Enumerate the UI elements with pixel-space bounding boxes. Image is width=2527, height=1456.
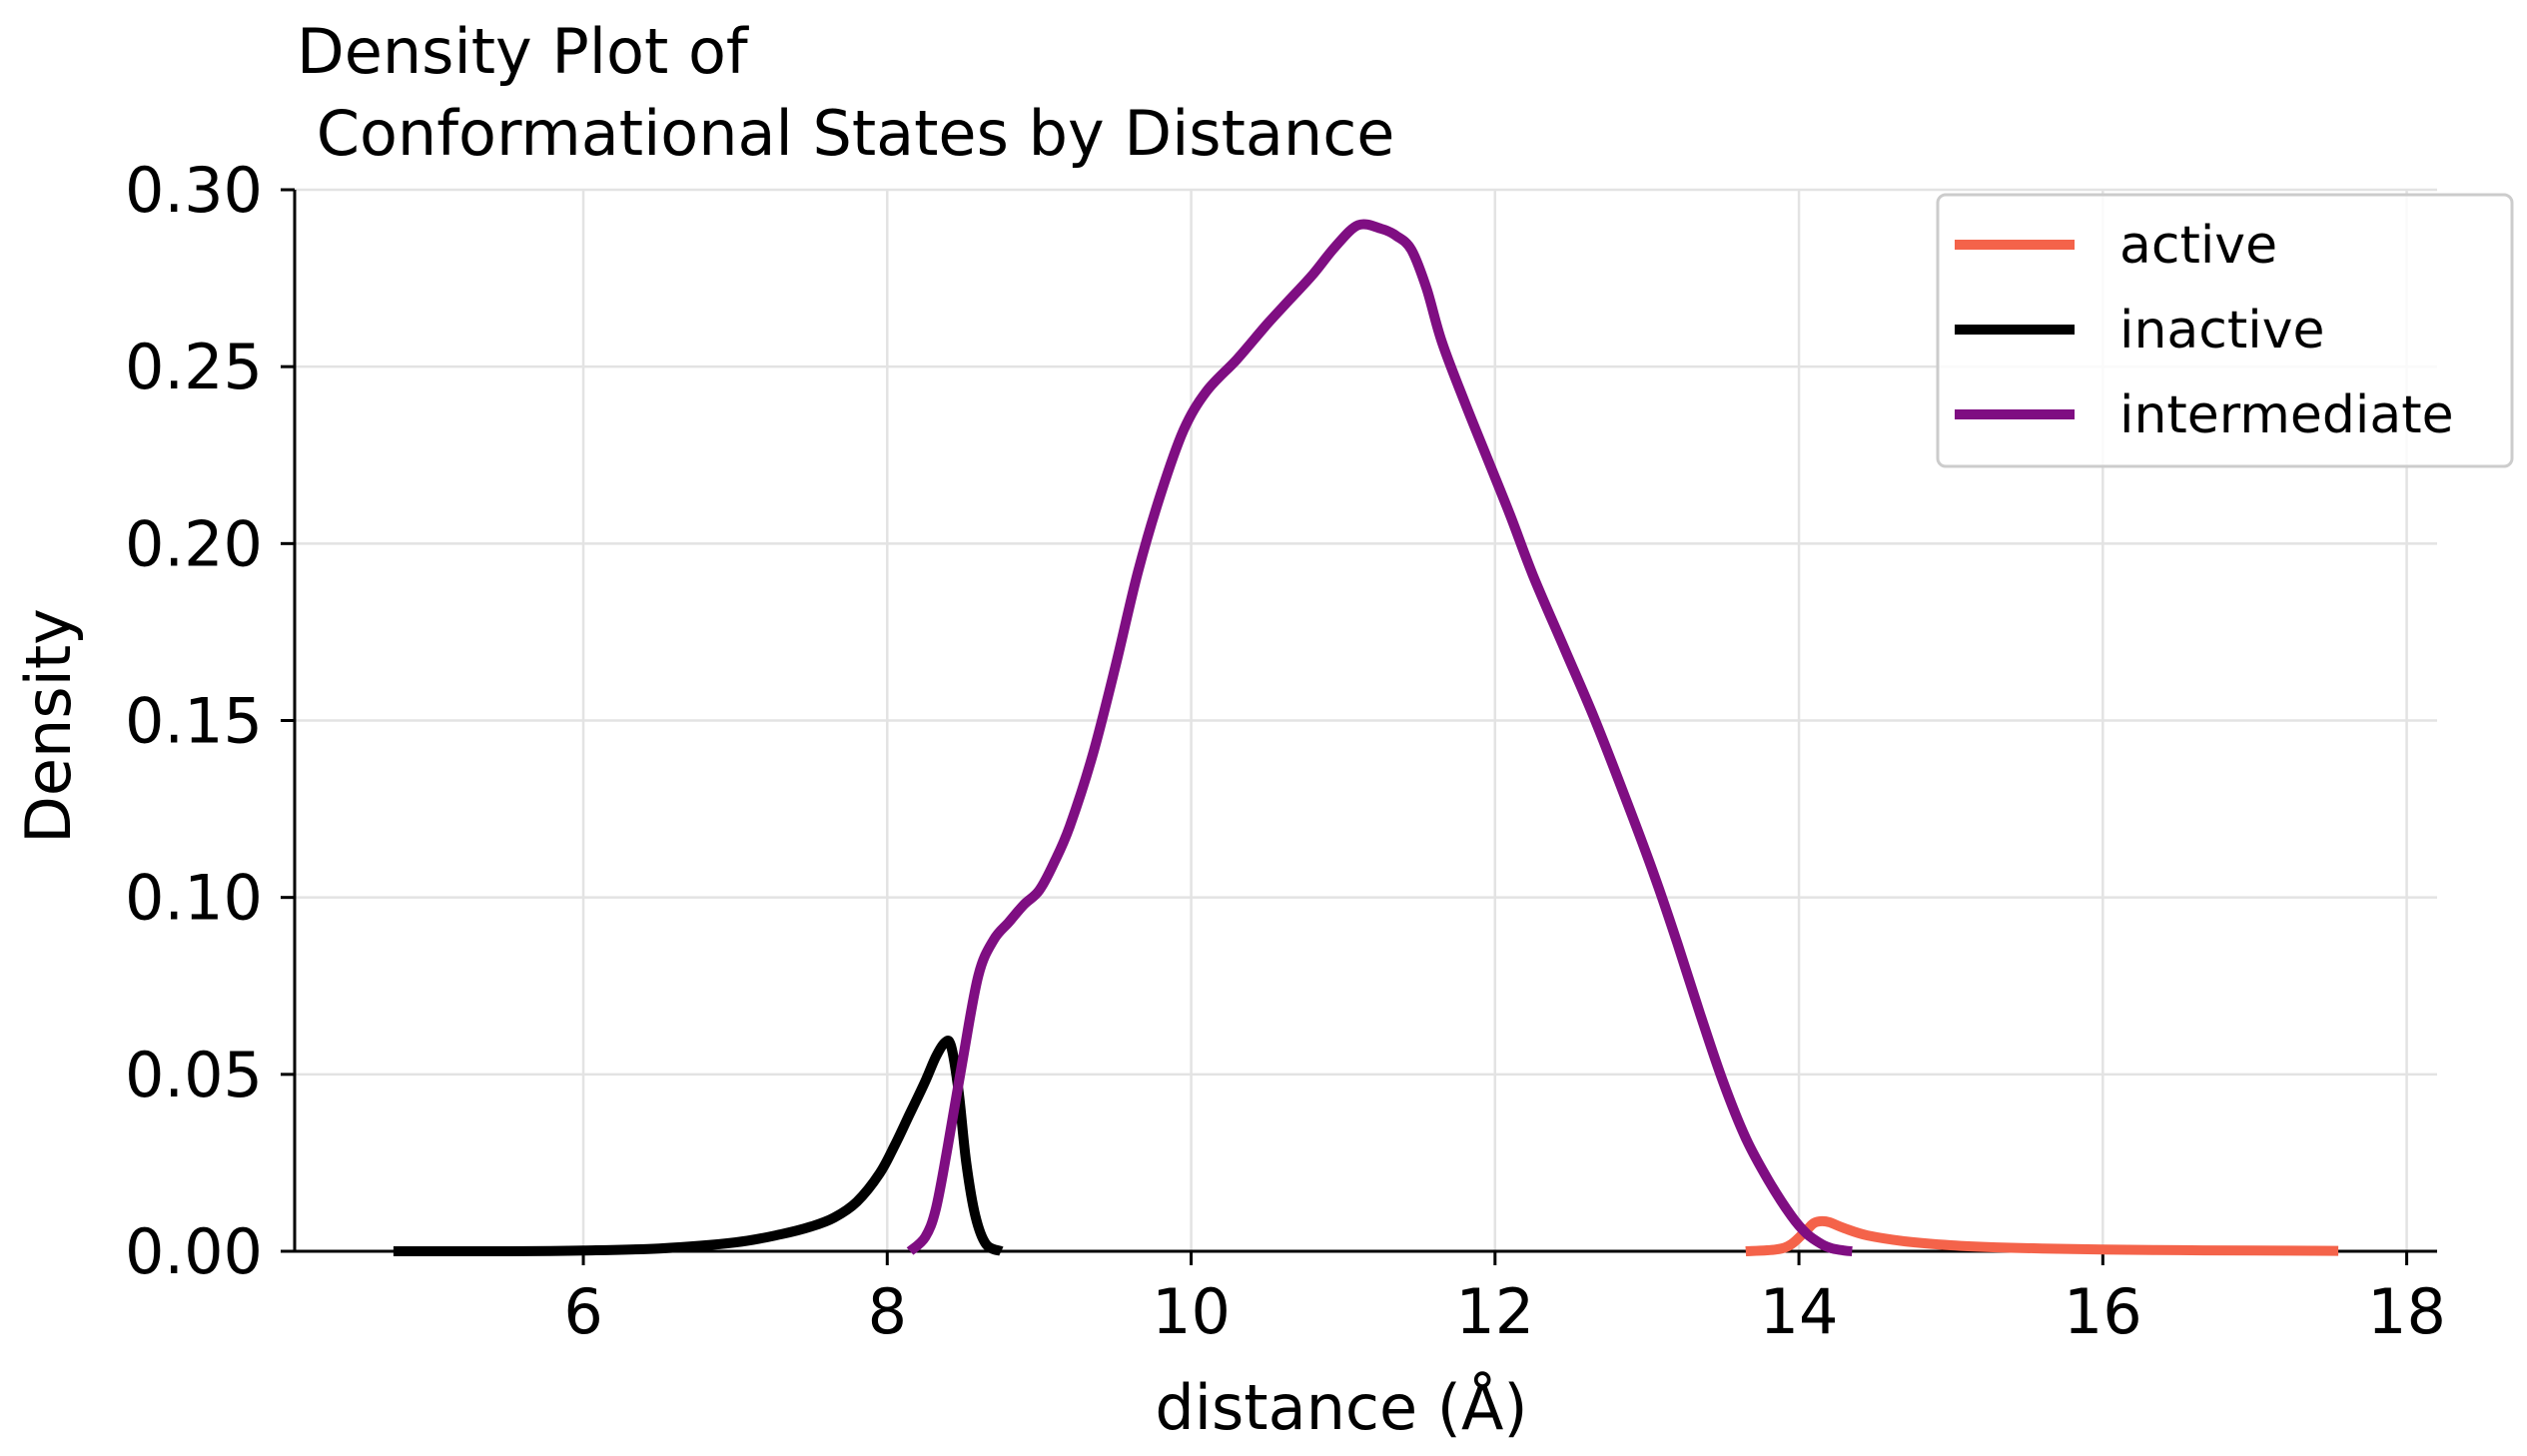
y-tick-label-5: 0.25 (125, 331, 263, 403)
y-tick-label-2: 0.10 (125, 862, 263, 935)
x-tick-label-4: 14 (1760, 1275, 1839, 1348)
chart-title-line-1: Density Plot of (297, 15, 750, 88)
x-tick-label-5: 16 (2064, 1275, 2142, 1348)
legend-frame (1936, 193, 2514, 468)
series-line-inactive (393, 1036, 1004, 1257)
legend: active inactive intermediate (1936, 193, 2514, 468)
y-tick-label-0: 0.00 (125, 1215, 263, 1288)
legend-label-inactive: inactive (2119, 301, 2324, 361)
y-tick-label-3: 0.15 (125, 685, 263, 758)
y-tick-label-6: 0.30 (125, 154, 263, 227)
x-tick-label-1: 8 (868, 1275, 907, 1348)
series-layer (393, 219, 2339, 1257)
x-tick-label-3: 12 (1455, 1275, 1534, 1348)
x-axis-label: distance (Å) (1155, 1371, 1527, 1444)
x-tick-label-2: 10 (1152, 1275, 1231, 1348)
x-tick-label-6: 18 (2367, 1275, 2446, 1348)
y-tick-label-1: 0.05 (125, 1039, 263, 1111)
y-axis-label: Density (12, 608, 85, 844)
series-line-intermediate (906, 219, 1853, 1256)
ticks-layer: 6 8 10 12 14 16 18 0.00 0.05 0.10 0.15 0.20 0.25 0.30 (125, 154, 2446, 1348)
chart-title-line-2: Conformational States by Distance (297, 97, 1394, 170)
x-tick-label-0: 6 (563, 1275, 602, 1348)
legend-entries: active inactive intermediate (1955, 216, 2454, 445)
legend-label-intermediate: intermediate (2119, 385, 2454, 445)
y-tick-label-4: 0.20 (125, 507, 263, 580)
legend-label-active: active (2119, 216, 2277, 276)
